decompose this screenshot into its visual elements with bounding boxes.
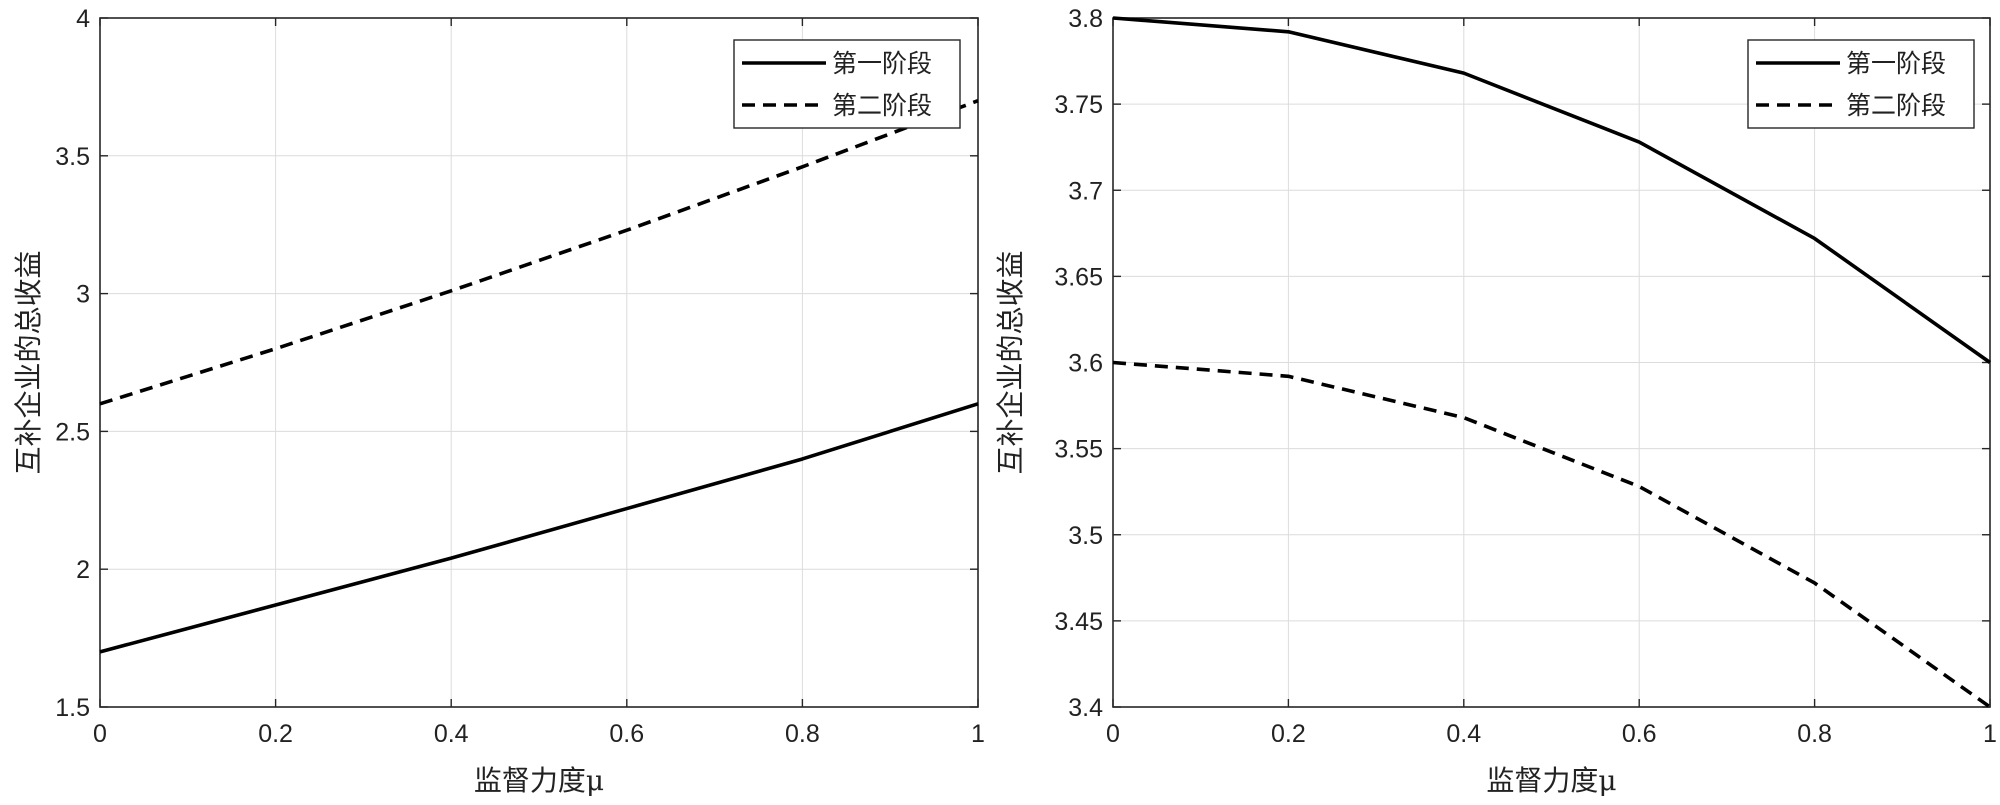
series-line-2 bbox=[99, 98, 979, 406]
y-tick-label: 3.5 bbox=[1068, 522, 1103, 550]
x-tick-label: 0.8 bbox=[785, 720, 820, 748]
x-tick-label: 0 bbox=[93, 720, 107, 748]
x-tick-label: 0.8 bbox=[1797, 720, 1832, 748]
x-tick-label: 0.6 bbox=[609, 720, 644, 748]
y-tick-label: 3.75 bbox=[1054, 91, 1103, 119]
x-tick-label: 0.6 bbox=[1622, 720, 1657, 748]
x-tick-label: 0.2 bbox=[1271, 720, 1306, 748]
x-tick-label: 0.4 bbox=[434, 720, 469, 748]
legend-box bbox=[733, 39, 961, 129]
x-tick-label: 0.4 bbox=[1446, 720, 1481, 748]
y-tick-label: 3.4 bbox=[1068, 694, 1103, 722]
y-tick-label: 3.55 bbox=[1054, 436, 1103, 464]
legend-label-1: 第一阶段 bbox=[832, 49, 932, 78]
y-axis-label: 互补企业的总收益 bbox=[994, 250, 1027, 474]
x-tick-label: 1 bbox=[1983, 720, 1997, 748]
y-tick-label: 4 bbox=[76, 5, 90, 33]
chart-left: 0 0.2 0.4 0.6 0.8 1 1.5 2 2.5 3 3.5 4 监督力度μ 互补企业的总收益 第… bbox=[12, 5, 985, 797]
series-line-1 bbox=[99, 402, 979, 654]
y-tick-label: 2 bbox=[76, 556, 90, 584]
x-axis-label: 监督力度μ bbox=[474, 764, 604, 797]
y-tick-label: 3.5 bbox=[55, 143, 90, 171]
chart-right: 0 0.2 0.4 0.6 0.8 1 3.4 3.45 3.5 3.55 3.6 3.65 3.7 3.… bbox=[994, 5, 1997, 797]
legend-label-2: 第二阶段 bbox=[1846, 91, 1946, 120]
y-axis-label: 互补企业的总收益 bbox=[12, 250, 45, 474]
x-tick-label: 1 bbox=[971, 720, 985, 748]
x-tick-label: 0 bbox=[1106, 720, 1120, 748]
y-tick-label: 2.5 bbox=[55, 418, 90, 446]
legend-label-1: 第一阶段 bbox=[1846, 49, 1946, 78]
series-line-1 bbox=[1112, 16, 1992, 364]
legend-label-2: 第二阶段 bbox=[832, 91, 932, 120]
y-tick-label: 3.6 bbox=[1068, 350, 1103, 378]
legend-box bbox=[1747, 39, 1975, 129]
y-tick-label: 3.7 bbox=[1068, 177, 1103, 205]
x-tick-label: 0.2 bbox=[258, 720, 293, 748]
y-tick-label: 3.65 bbox=[1054, 263, 1103, 291]
y-tick-label: 3 bbox=[76, 281, 90, 309]
y-tick-label: 3.8 bbox=[1068, 5, 1103, 33]
x-axis-label: 监督力度μ bbox=[1486, 764, 1616, 797]
series-line-2 bbox=[1112, 360, 1992, 709]
y-tick-label: 1.5 bbox=[55, 694, 90, 722]
axes-box bbox=[99, 17, 979, 708]
y-tick-label: 3.45 bbox=[1054, 608, 1103, 636]
